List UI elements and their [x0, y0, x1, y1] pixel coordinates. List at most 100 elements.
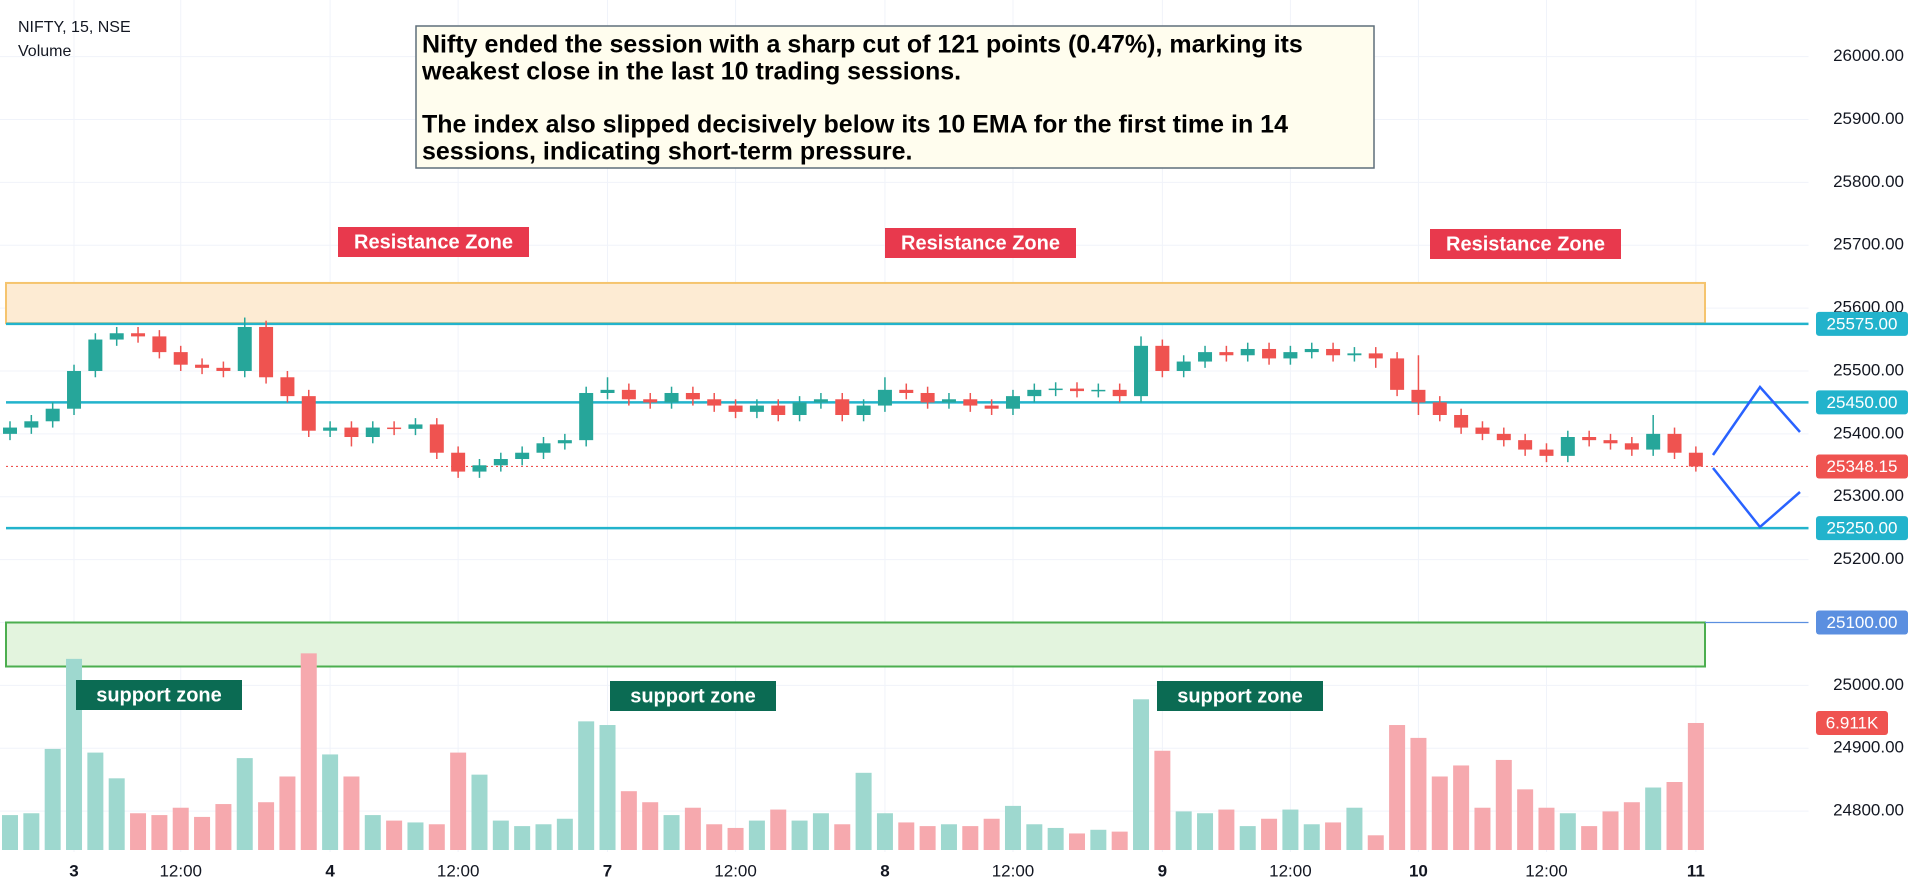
candle-body	[643, 399, 658, 403]
candle-body	[429, 424, 444, 453]
zones	[5, 281, 1706, 668]
candle-body	[387, 427, 402, 430]
candle-body	[557, 440, 572, 444]
candle-body	[792, 402, 807, 415]
volume-bar	[855, 772, 872, 850]
candle-body	[216, 367, 231, 371]
candle-body	[1646, 433, 1661, 450]
volume-bar	[87, 752, 104, 850]
x-tick-label: 3	[69, 861, 78, 880]
candle-body	[472, 465, 487, 472]
zone-label: Resistance Zone	[354, 231, 513, 253]
candle-body	[1134, 345, 1149, 397]
x-tick-label: 12:00	[992, 861, 1035, 880]
candle-body	[515, 452, 530, 460]
volume-pane	[2, 653, 1704, 850]
volume-bar	[1346, 807, 1363, 850]
candle-body	[344, 427, 359, 438]
candle-body	[1070, 388, 1084, 392]
candle-body	[899, 389, 914, 393]
zone	[5, 621, 1706, 668]
volume-bar	[151, 815, 168, 850]
volume-bar	[236, 758, 253, 850]
volume-bar	[1090, 829, 1107, 850]
candle-body	[1155, 345, 1170, 371]
y-tick-label: 25200.00	[1833, 549, 1904, 568]
candle-body	[984, 405, 999, 409]
zone-label: Resistance Zone	[1446, 233, 1605, 255]
price-axis: 24800.00 24900.00 25000.00 25100.00 25200.00…	[1816, 46, 1908, 820]
volume-bar	[962, 826, 979, 850]
volume-bar	[898, 822, 915, 850]
zone-label: support zone	[630, 685, 756, 707]
candle-body	[749, 405, 764, 412]
zone-label-box	[610, 681, 776, 711]
zone-label: support zone	[96, 684, 222, 706]
candle-body	[1496, 433, 1511, 441]
candle-body	[1304, 348, 1319, 353]
candle-body	[1240, 348, 1255, 356]
volume-bar	[1453, 765, 1470, 850]
y-tick-label: 26000.00	[1833, 46, 1904, 65]
volume-bar	[599, 725, 616, 850]
annotation-box	[415, 25, 1375, 169]
candle-body	[1283, 352, 1298, 359]
candle-body	[1667, 433, 1682, 453]
volume-bar	[983, 818, 1000, 850]
volume-bar	[1389, 725, 1406, 850]
volume-bar	[919, 826, 936, 850]
candle-body	[259, 326, 274, 378]
candle-body	[771, 405, 786, 415]
volume-bar	[1495, 759, 1512, 850]
candle-body	[173, 352, 188, 365]
volume-bar	[940, 824, 957, 850]
volume-bar	[322, 754, 339, 850]
level-label-box	[1816, 516, 1908, 541]
volume-bar	[1431, 776, 1448, 850]
zone-label-box	[76, 680, 242, 710]
candle-body	[1091, 389, 1106, 392]
volume-bar	[428, 824, 445, 850]
annotation: Nifty ended the session with a sharp cut…	[421, 31, 1303, 166]
volume-bar	[1133, 699, 1150, 850]
volume-bar	[364, 815, 381, 850]
candle-body	[1262, 348, 1277, 359]
volume-bar	[1218, 809, 1235, 850]
y-tick-label: 25300.00	[1833, 486, 1904, 505]
volume-bar	[727, 827, 744, 850]
zone-label-box	[1430, 229, 1621, 259]
x-tick-label: 8	[880, 861, 889, 880]
volume-bar	[1261, 818, 1278, 850]
volume-bar	[215, 804, 232, 850]
volume-bar	[1154, 750, 1171, 850]
candle-body	[1475, 427, 1490, 434]
candle-body	[877, 389, 892, 406]
candle-body	[301, 396, 316, 431]
zone-label: support zone	[1177, 685, 1303, 707]
candle-body	[67, 370, 82, 409]
level-label-box	[1816, 610, 1908, 635]
candle-body	[323, 427, 338, 431]
candle-body	[45, 408, 60, 422]
candle-body	[920, 392, 935, 403]
y-tick-label: 25900.00	[1833, 109, 1904, 128]
zone-label-box	[1157, 681, 1323, 711]
candle-body	[237, 326, 252, 371]
candle-body	[621, 389, 636, 400]
volume-bar	[1410, 737, 1427, 850]
candle-body	[131, 333, 146, 337]
volume-bar	[706, 824, 723, 850]
candle-body	[1048, 388, 1063, 391]
candle-body	[1539, 449, 1554, 456]
x-tick-label: 12:00	[437, 861, 480, 880]
volume-bar	[471, 774, 488, 850]
y-tick-label: 25800.00	[1833, 172, 1904, 191]
volume-bar	[791, 820, 808, 850]
volume-bar	[130, 813, 147, 850]
candle-body	[451, 452, 466, 472]
candle-body	[1219, 352, 1234, 356]
x-tick-label: 9	[1158, 861, 1167, 880]
level-label: 25100.00	[1827, 613, 1898, 632]
